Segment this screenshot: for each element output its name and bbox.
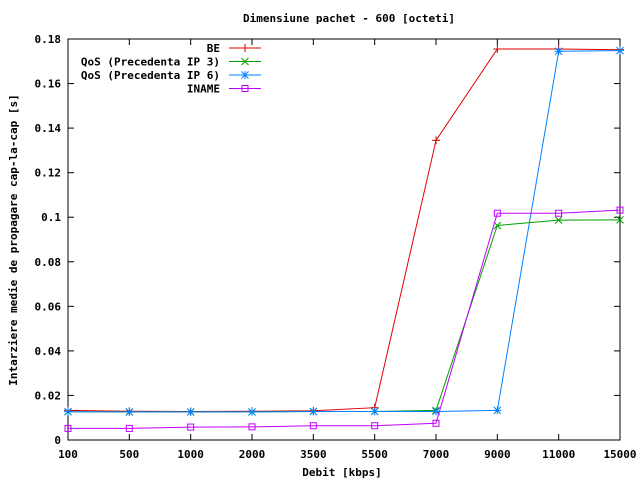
data-point <box>241 85 249 92</box>
x-tick-label: 11000 <box>542 448 575 461</box>
data-point <box>248 407 256 416</box>
x-axis-label: Debit [kbps] <box>302 466 381 479</box>
y-tick-label: 0.06 <box>35 300 62 313</box>
legend-label: BE <box>207 42 220 55</box>
y-tick-label: 0.18 <box>35 33 62 46</box>
x-tick-label: 1000 <box>177 448 204 461</box>
data-point <box>241 57 249 66</box>
data-point <box>493 221 502 230</box>
data-point <box>241 71 249 79</box>
data-point <box>493 406 502 415</box>
y-tick-label: 0.04 <box>35 345 62 358</box>
data-point <box>309 407 318 416</box>
series-0 <box>64 45 624 416</box>
legend-label: QoS (Precedenta IP 3) <box>81 56 220 69</box>
data-point <box>554 216 563 224</box>
legend-item: QoS (Precedenta IP 3) <box>81 56 261 69</box>
data-point <box>616 206 624 214</box>
data-point <box>371 422 379 430</box>
y-tick-label: 0.08 <box>35 256 62 269</box>
y-tick-label: 0.1 <box>41 211 61 224</box>
data-point <box>555 209 563 217</box>
data-point <box>554 47 563 56</box>
y-tick-label: 0 <box>54 434 61 447</box>
series-line <box>67 50 621 413</box>
data-point <box>186 407 195 416</box>
data-point <box>187 423 195 431</box>
series-1 <box>64 216 624 416</box>
y-tick-label: 0.14 <box>35 122 62 135</box>
x-tick-label: 2000 <box>239 448 266 461</box>
x-tick-label: 7000 <box>423 448 450 461</box>
legend-item: INAME <box>187 83 261 96</box>
data-point <box>432 419 440 427</box>
x-tick-label: 100 <box>58 448 78 461</box>
series-line <box>68 209 621 429</box>
x-tick-label: 9000 <box>484 448 511 461</box>
data-point <box>616 46 624 55</box>
legend-item: BE <box>207 42 261 55</box>
series-line <box>67 48 621 413</box>
data-point <box>248 423 256 431</box>
series-2 <box>64 46 624 416</box>
x-tick-label: 3500 <box>300 448 327 461</box>
data-point <box>432 136 440 145</box>
data-point <box>64 407 72 416</box>
series-layer <box>64 45 624 432</box>
data-point <box>493 209 501 217</box>
data-point <box>125 424 133 432</box>
ticks-layer: 0 0.02 0.04 0.06 0.08 0.1 0.12 0.14 0.16 0.18 100 5… <box>35 33 637 461</box>
legend-label: INAME <box>187 83 220 96</box>
y-axis-label: Intarziere medie de propagare cap-la-cap… <box>7 94 20 385</box>
y-tick-label: 0.02 <box>35 389 62 402</box>
x-tick-label: 5500 <box>361 448 388 461</box>
plot-frame <box>67 38 621 441</box>
y-tick-label: 0.16 <box>35 78 62 91</box>
data-point <box>125 407 134 416</box>
legend-item: QoS (Precedenta IP 6) <box>81 69 261 82</box>
series-line <box>67 219 621 413</box>
data-point <box>309 422 317 430</box>
legend-label: QoS (Precedenta IP 6) <box>81 69 220 82</box>
chart-title: Dimensiune pachet - 600 [octeti] <box>243 12 455 25</box>
data-point <box>370 407 379 416</box>
x-tick-label: 15000 <box>603 448 636 461</box>
data-point <box>241 44 249 52</box>
y-tick-label: 0.12 <box>35 167 62 180</box>
data-point <box>64 424 72 432</box>
series-3 <box>64 206 624 432</box>
data-point <box>616 216 624 224</box>
data-point <box>493 45 502 54</box>
x-tick-label: 500 <box>119 448 139 461</box>
